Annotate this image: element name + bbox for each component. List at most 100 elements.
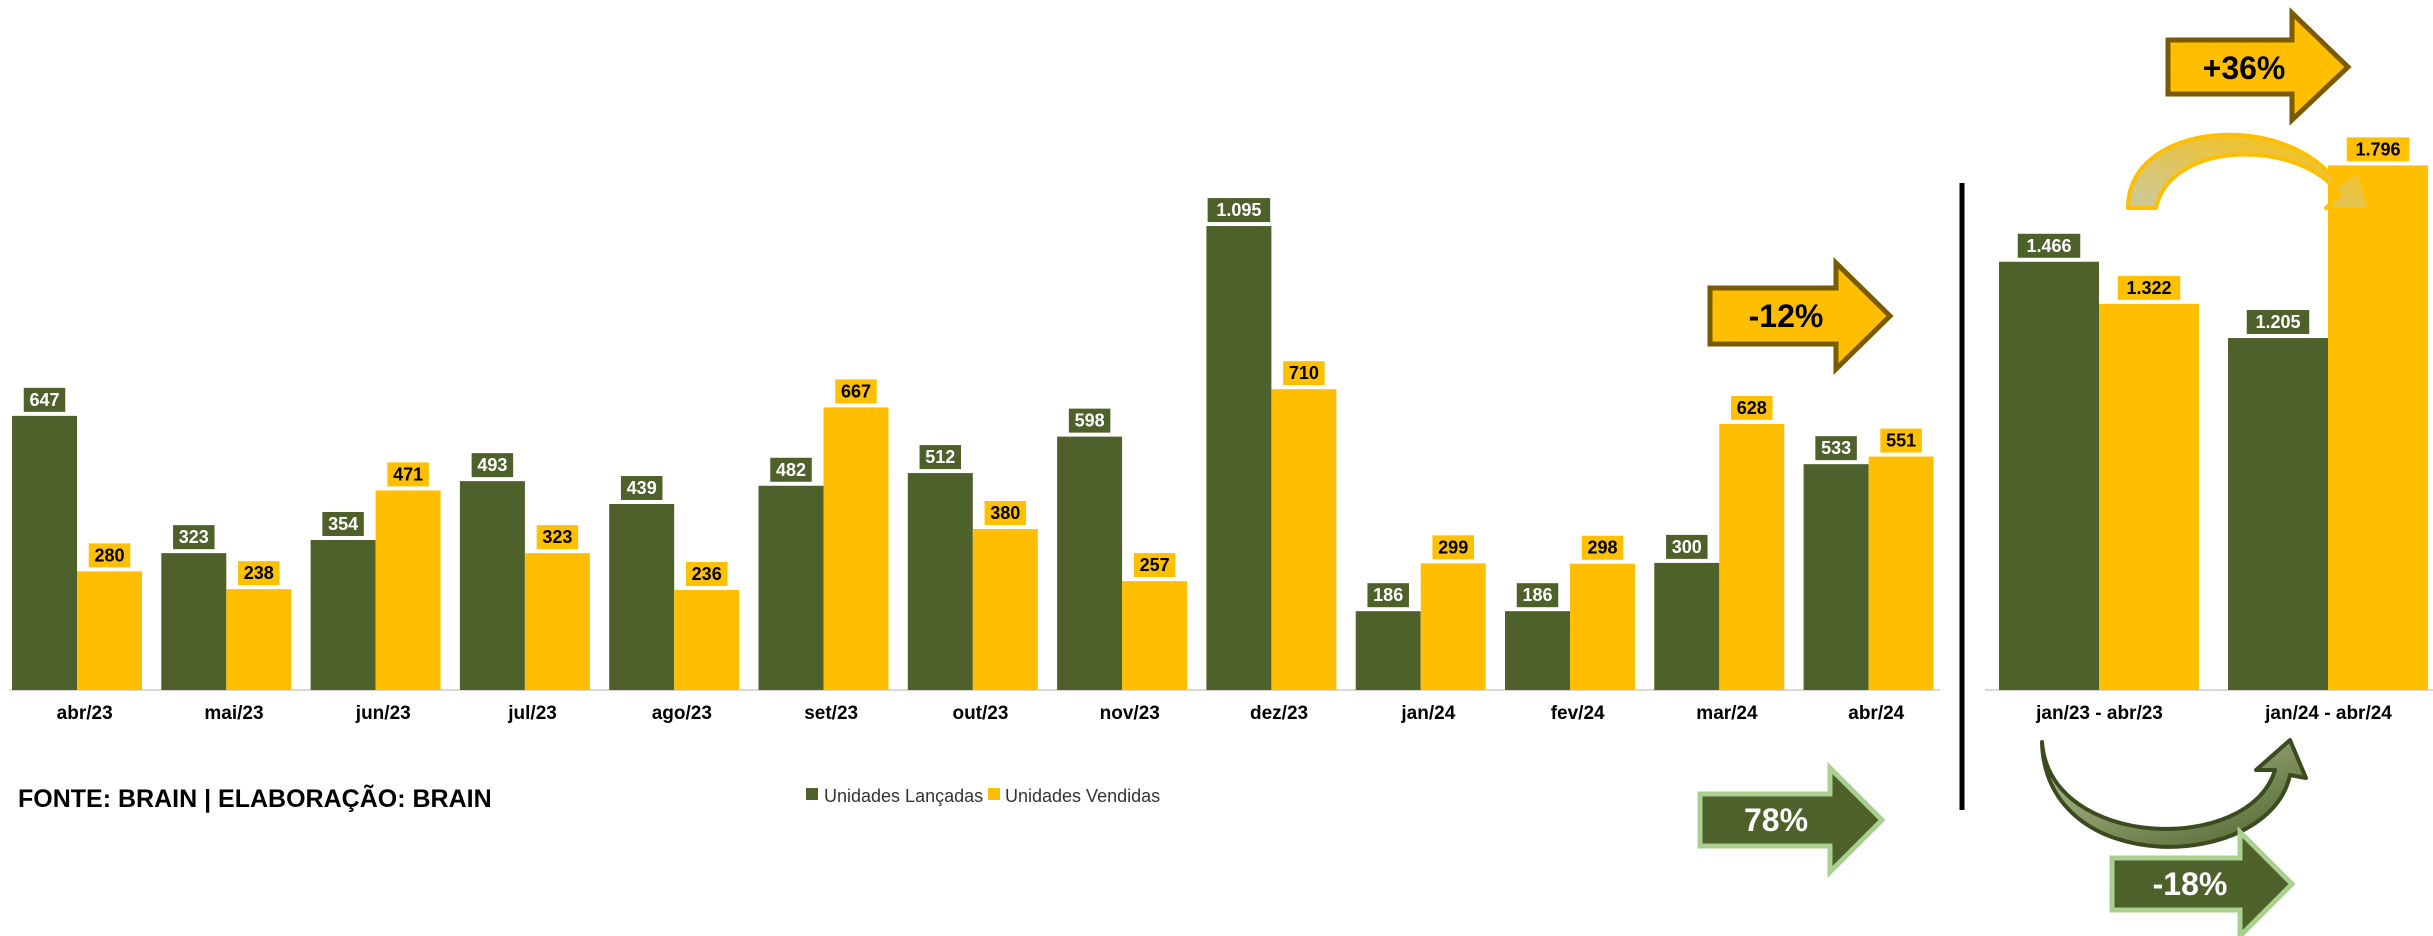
- arrow-ytd-launched-label: -18%: [2153, 866, 2228, 902]
- bar-launched-2: [310, 540, 376, 690]
- bar-launched-1: [161, 553, 227, 690]
- data-label-bg-sold-9: [1432, 535, 1474, 560]
- data-label-bg-launched-5: [770, 457, 812, 482]
- curved-arrow-up-icon: [2126, 132, 2372, 212]
- data-label-bg-launched-0: [2017, 233, 2081, 258]
- x-tick-label-6: out/23: [952, 703, 1008, 724]
- data-label-launched-8: 1.095: [1216, 200, 1261, 220]
- bar-sold-1: [2328, 165, 2428, 690]
- x-tick-label-9: jan/24: [1400, 703, 1455, 724]
- arrow-monthly-sold-change: -12%: [1707, 257, 1894, 375]
- bar-launched-4: [609, 503, 675, 690]
- data-label-bg-sold-1: [238, 561, 280, 586]
- data-label-bg-launched-9: [1367, 583, 1409, 608]
- data-label-bg-sold-0: [2117, 275, 2181, 300]
- data-label-sold-11: 628: [1737, 398, 1767, 418]
- bar-sold-2: [375, 490, 441, 690]
- bar-sold-0: [2099, 303, 2199, 690]
- x-tick-label-0: jan/23 - abr/23: [2035, 703, 2163, 724]
- data-label-bg-launched-8: [1207, 198, 1271, 223]
- data-label-sold-2: 471: [393, 464, 423, 484]
- data-label-bg-sold-11: [1731, 395, 1773, 420]
- x-tick-label-5: set/23: [804, 703, 858, 724]
- data-label-bg-launched-6: [919, 445, 962, 470]
- bar-launched-7: [1057, 436, 1123, 690]
- data-label-bg-sold-12: [1880, 428, 1922, 453]
- x-tick-label-1: mai/23: [204, 703, 263, 724]
- data-label-launched-5: 482: [776, 460, 806, 480]
- x-tick-label-11: mar/24: [1696, 703, 1758, 724]
- bar-launched-10: [1505, 611, 1570, 690]
- data-label-bg-sold-4: [685, 562, 728, 587]
- data-label-bg-sold-10: [1581, 535, 1624, 560]
- data-label-launched-12: 533: [1821, 438, 1851, 458]
- legend-label-launched: Unidades Lançadas: [824, 786, 983, 806]
- data-label-sold-3: 323: [542, 527, 572, 547]
- legend-swatch-launched: [806, 788, 818, 800]
- data-label-sold-10: 298: [1587, 538, 1617, 558]
- data-label-sold-1: 238: [244, 563, 274, 583]
- data-label-sold-1: 1.796: [2355, 139, 2400, 159]
- data-label-launched-11: 300: [1672, 537, 1702, 557]
- data-label-sold-12: 551: [1886, 431, 1916, 451]
- data-label-launched-0: 647: [29, 390, 59, 410]
- data-label-launched-3: 493: [477, 455, 507, 475]
- arrow-ytd-launched-change: -18%: [2109, 825, 2296, 936]
- bar-sold-10: [1570, 563, 1635, 690]
- data-label-launched-1: 1.205: [2255, 312, 2300, 332]
- arrow-ytd-sold-change: +36%: [2165, 7, 2352, 126]
- bar-sold-1: [226, 589, 292, 690]
- bar-launched-3: [459, 481, 525, 690]
- data-label-bg-sold-8: [1283, 361, 1325, 386]
- x-tick-label-12: abr/24: [1848, 703, 1904, 724]
- bar-sold-5: [823, 407, 889, 690]
- arrow-right-icon: [2109, 825, 2296, 936]
- data-label-launched-2: 354: [328, 514, 358, 534]
- bar-launched-9: [1355, 611, 1421, 690]
- data-label-bg-sold-1: [2346, 137, 2410, 162]
- data-label-bg-sold-7: [1133, 553, 1176, 578]
- x-tick-label-2: jun/23: [355, 703, 411, 724]
- bar-sold-12: [1868, 456, 1934, 690]
- bar-launched-5: [758, 485, 824, 690]
- bar-sold-7: [1122, 581, 1188, 690]
- arrow-right-icon: [1697, 761, 1886, 879]
- bar-launched-1: [2228, 338, 2328, 690]
- data-label-bg-launched-1: [173, 525, 215, 550]
- data-label-bg-launched-1: [2246, 310, 2310, 335]
- x-tick-label-8: dez/23: [1250, 703, 1308, 724]
- legend-label-sold: Unidades Vendidas: [1005, 786, 1160, 806]
- data-label-sold-5: 667: [841, 381, 871, 401]
- bar-sold-11: [1719, 423, 1785, 690]
- bar-launched-11: [1654, 562, 1720, 690]
- bar-launched-0: [1999, 261, 2099, 690]
- x-tick-label-1: jan/24 - abr/24: [2264, 703, 2392, 724]
- arrow-monthly-sold-label: -12%: [1749, 298, 1824, 334]
- data-label-launched-1: 323: [179, 527, 209, 547]
- data-label-sold-4: 236: [692, 564, 722, 584]
- data-label-bg-launched-12: [1815, 436, 1857, 461]
- bar-sold-8: [1271, 389, 1337, 690]
- x-tick-label-10: fev/24: [1551, 703, 1605, 724]
- legend: Unidades Lançadas Unidades Vendidas: [806, 786, 1160, 806]
- data-label-sold-9: 299: [1438, 537, 1468, 557]
- arrow-monthly-launched-label: 78%: [1744, 802, 1808, 838]
- bar-launched-0: [12, 415, 77, 690]
- data-label-sold-7: 257: [1140, 555, 1170, 575]
- bar-sold-4: [674, 590, 740, 690]
- main-chart: 647 280 323 238 354 471 493 323 439 236 482 667 512 3…: [10, 198, 1940, 724]
- data-label-sold-0: 1.322: [2126, 278, 2171, 298]
- data-label-bg-launched-11: [1666, 534, 1708, 559]
- curved-arrow-down-icon: [2040, 738, 2308, 849]
- bar-sold-6: [972, 528, 1038, 690]
- data-label-launched-0: 1.466: [2026, 236, 2071, 256]
- data-label-bg-launched-7: [1068, 408, 1111, 433]
- data-label-bg-sold-6: [984, 500, 1027, 525]
- x-tick-label-7: nov/23: [1100, 703, 1160, 724]
- data-label-launched-7: 598: [1075, 411, 1105, 431]
- data-label-bg-sold-2: [387, 462, 429, 487]
- bar-launched-8: [1206, 226, 1272, 690]
- data-label-bg-sold-3: [536, 525, 579, 550]
- bar-sold-9: [1420, 563, 1486, 690]
